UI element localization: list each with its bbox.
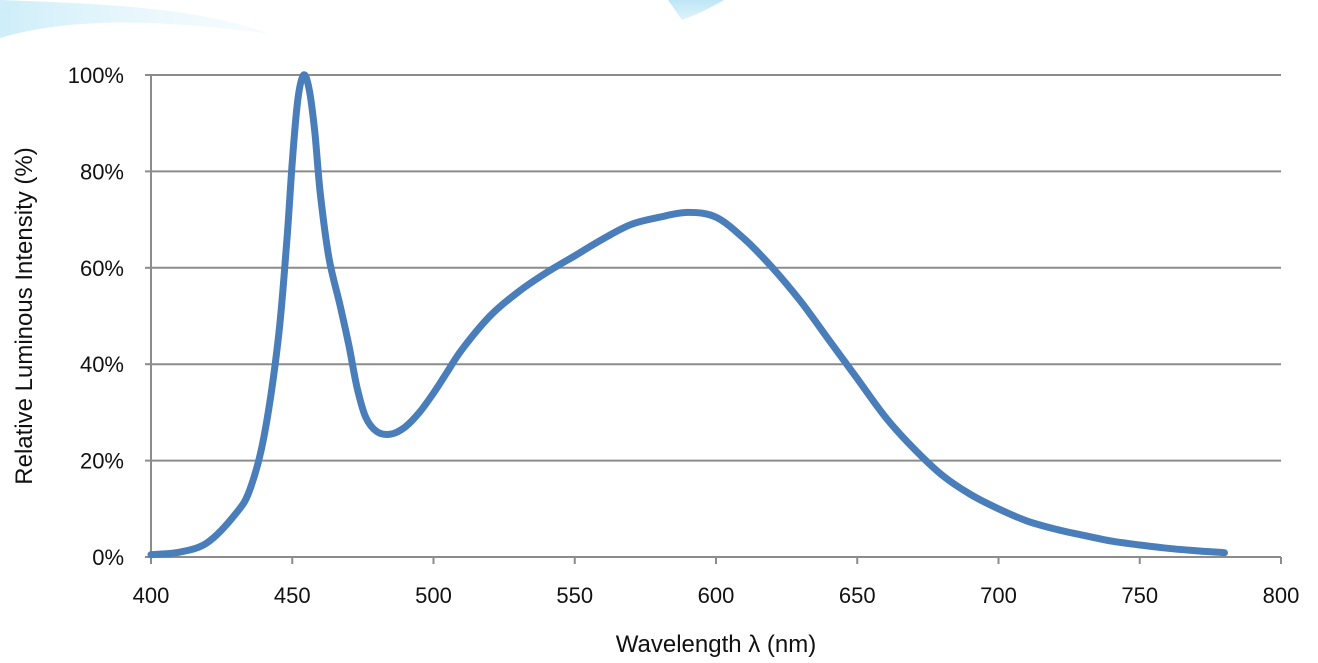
x-tick-label: 600: [698, 583, 735, 608]
x-tick-label: 700: [980, 583, 1017, 608]
x-tick-label: 500: [415, 583, 452, 608]
x-tick-label: 450: [274, 583, 311, 608]
y-tick-label: 20%: [80, 449, 124, 474]
x-axis-title: Wavelength λ (nm): [616, 631, 817, 658]
x-tick-label: 750: [1121, 583, 1158, 608]
series-line: [147, 71, 1228, 559]
series-layer: [147, 71, 1228, 559]
y-tick-label: 100%: [68, 63, 124, 88]
axes: [145, 74, 1282, 564]
x-tick-label: 550: [556, 583, 593, 608]
decor-swoosh-top: [668, 0, 724, 20]
gridlines: [151, 74, 1281, 462]
y-tick-label: 0%: [92, 545, 124, 570]
y-axis-title: Relative Luminous Intensity (%): [11, 147, 38, 484]
x-tick-label: 800: [1263, 583, 1300, 608]
x-tick-label: 400: [133, 583, 170, 608]
y-tick-label: 60%: [80, 256, 124, 281]
x-tick-label: 650: [839, 583, 876, 608]
y-tick-label: 80%: [80, 159, 124, 184]
y-tick-labels: 0% 20% 40% 60% 80% 100%: [68, 63, 124, 570]
x-tick-labels: 400 450 500 550 600 650 700 750 800: [133, 583, 1300, 608]
y-tick-label: 40%: [80, 352, 124, 377]
decor-swoosh-left: [0, 0, 270, 38]
